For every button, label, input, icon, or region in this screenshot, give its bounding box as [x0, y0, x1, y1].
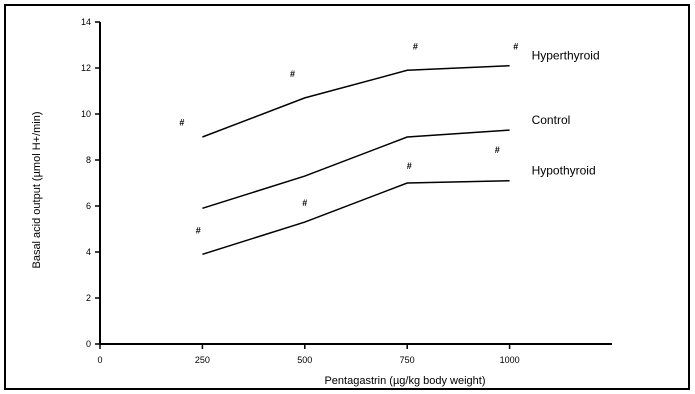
y-tick-label: 4 — [86, 247, 91, 257]
series-line-hypothyroid — [202, 179, 510, 256]
y-tick-label: 12 — [81, 63, 91, 73]
series-label-hypothyroid: Hypothyroid — [532, 164, 596, 178]
significance-marker: # — [513, 42, 518, 52]
y-tick-label: 10 — [81, 109, 91, 119]
x-tick-label: 250 — [195, 355, 210, 365]
y-tick-label: 0 — [86, 339, 91, 349]
figure-frame — [4, 4, 690, 390]
y-tick-label: 8 — [86, 155, 91, 165]
x-tick-label: 0 — [97, 355, 102, 365]
y-tick-label: 6 — [86, 201, 91, 211]
significance-marker: # — [196, 226, 201, 236]
y-tick-label: 2 — [86, 293, 91, 303]
series-label-hyperthyroid: Hyperthyroid — [532, 49, 600, 63]
series-label-control: Control — [532, 113, 571, 127]
series-line-hyperthyroid — [202, 64, 510, 138]
y-axis-title: Basal acid output (µmol H+/min) — [31, 111, 43, 268]
x-axis-title: Pentagastrin (µg/kg body weight) — [324, 375, 485, 387]
x-tick-label: 1000 — [500, 355, 520, 365]
significance-marker: # — [495, 145, 500, 155]
significance-marker: # — [413, 42, 418, 52]
significance-marker: # — [407, 161, 412, 171]
series-layer: Hyperthyroid # # # # Control # # # # Hypothyroid — [179, 42, 600, 256]
x-tick-label: 750 — [400, 355, 415, 365]
y-tick-label: 14 — [81, 17, 91, 27]
axes: 0 2 4 6 8 10 12 14 0 250 500 750 1000 — [81, 17, 612, 365]
x-tick-label: 500 — [297, 355, 312, 365]
series-line-control — [202, 129, 510, 210]
significance-marker: # — [302, 198, 307, 208]
significance-marker: # — [290, 69, 295, 79]
significance-marker: # — [179, 118, 184, 128]
